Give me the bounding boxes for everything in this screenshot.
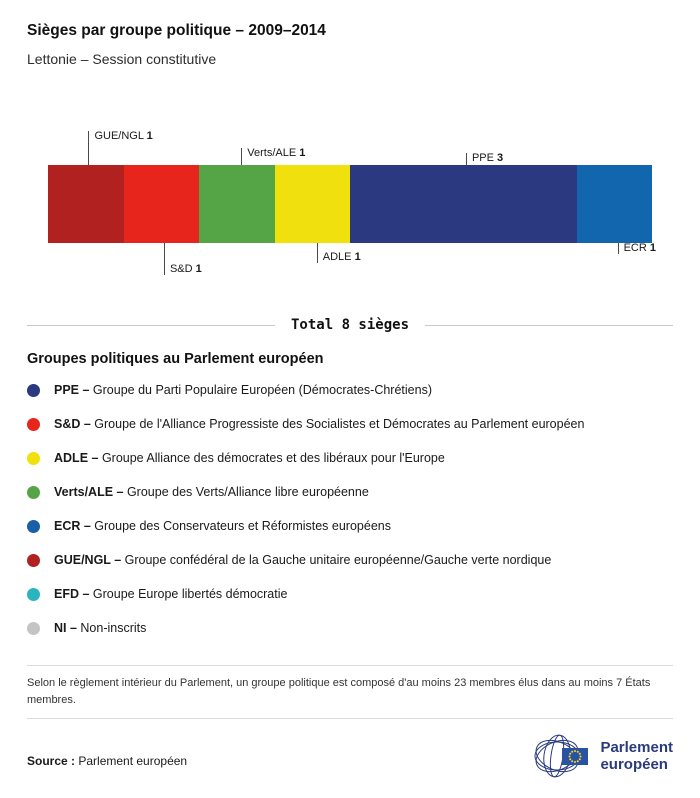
legend-item-text: ADLE – Groupe Alliance des démocrates et…: [54, 451, 445, 465]
logo-wordmark: Parlement européen: [600, 739, 673, 774]
legend-list: PPE – Groupe du Parti Populaire Européen…: [27, 383, 673, 635]
logo-line2: européen: [600, 756, 668, 774]
seat-bar: [48, 165, 652, 243]
parliament-logo: Parlement européen: [533, 730, 673, 782]
total-rule-left: [27, 324, 275, 326]
segment-label-verts-ale: Verts/ALE 1: [241, 148, 305, 165]
total-row: Total 8 sièges: [27, 317, 674, 333]
page-title: Sièges par groupe politique – 2009–2014: [27, 22, 326, 39]
bar-segment-adle[interactable]: [274, 165, 350, 243]
segment-label-gue-ngl: GUE/NGL 1: [88, 131, 153, 165]
page-subtitle: Lettonie – Session constitutive: [27, 51, 217, 67]
legend-item-gue-ngl: GUE/NGL – Groupe confédéral de la Gauche…: [27, 553, 673, 567]
legend-item-adle: ADLE – Groupe Alliance des démocrates et…: [27, 451, 673, 465]
legend-item-text: S&D – Groupe de l'Alliance Progressiste …: [54, 417, 585, 431]
source-label: Source :: [27, 754, 76, 769]
logo-line1: Parlement: [600, 738, 673, 756]
bar-segment-s-d[interactable]: [123, 165, 199, 243]
legend-item-efd: EFD – Groupe Europe libertés démocratie: [27, 587, 673, 601]
total-rule-right: [425, 324, 674, 326]
bar-segment-verts-ale[interactable]: [199, 165, 275, 243]
legend-item-text: PPE – Groupe du Parti Populaire Européen…: [54, 383, 432, 397]
source-value: Parlement européen: [78, 754, 188, 769]
segment-label-ppe: PPE 3: [465, 153, 503, 165]
legend-item-text: GUE/NGL – Groupe confédéral de la Gauche…: [54, 553, 552, 567]
legend-item-verts-ale: Verts/ALE – Groupe des Verts/Alliance li…: [27, 485, 673, 499]
legend-color-dot: [27, 451, 40, 465]
ep-hemicycle-icon: [534, 734, 589, 778]
legend-color-dot: [27, 587, 40, 601]
eu-flag-icon: [562, 748, 589, 766]
total-seats-label: Total 8 sièges: [291, 317, 410, 333]
footnote-text: Selon le règlement intérieur du Parlemen…: [27, 665, 673, 720]
legend-item-s-d: S&D – Groupe de l'Alliance Progressiste …: [27, 417, 673, 431]
legend-color-dot: [27, 383, 40, 397]
legend-color-dot: [27, 553, 40, 567]
legend-color-dot: [27, 621, 40, 635]
legend-item-ecr: ECR – Groupe des Conservateurs et Réform…: [27, 519, 673, 533]
bar-segment-gue-ngl[interactable]: [48, 165, 124, 243]
legend-item-ppe: PPE – Groupe du Parti Populaire Européen…: [27, 383, 673, 397]
legend-heading: Groupes politiques au Parlement européen: [27, 351, 324, 367]
legend-item-ni: NI – Non-inscrits: [27, 621, 673, 635]
chart-area: GUE/NGL 1 S&D 1 Verts/ALE 1 ADLE 1 PPE 3 ECR …: [48, 125, 656, 283]
legend-color-dot: [27, 485, 40, 499]
legend-color-dot: [27, 417, 40, 431]
bar-segment-ppe[interactable]: [350, 165, 577, 243]
segment-label-adle: ADLE 1: [316, 243, 361, 263]
legend-color-dot: [27, 519, 40, 533]
legend-item-text: NI – Non-inscrits: [54, 621, 147, 635]
bottom-bar: Source : Parlement européen: [27, 730, 673, 782]
segment-label-s-d: S&D 1: [163, 243, 202, 275]
bar-segment-ecr[interactable]: [576, 165, 652, 243]
legend-item-text: EFD – Groupe Europe libertés démocratie: [54, 587, 288, 601]
segment-label-ecr: ECR 1: [617, 243, 656, 254]
legend-item-text: Verts/ALE – Groupe des Verts/Alliance li…: [54, 485, 369, 499]
source-line: Source : Parlement européen: [27, 754, 187, 782]
legend-item-text: ECR – Groupe des Conservateurs et Réform…: [54, 519, 391, 533]
